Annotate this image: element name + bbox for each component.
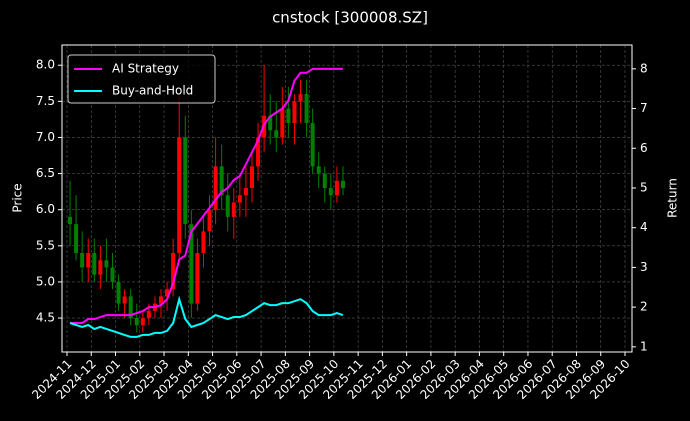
candle-body	[92, 253, 97, 275]
candle-body	[110, 267, 115, 282]
candle-body	[183, 137, 188, 225]
y2-tick-label: 6	[640, 141, 648, 155]
legend-label: Buy-and-Hold	[112, 84, 193, 98]
y-tick-label: 5.0	[36, 274, 55, 288]
candle-body	[268, 115, 273, 131]
candle-body	[237, 195, 242, 203]
candle-body	[86, 253, 91, 268]
candle-body	[140, 318, 145, 326]
y2-tick-label: 4	[640, 220, 648, 234]
candle-body	[98, 260, 103, 275]
y2-tick-label: 8	[640, 61, 648, 75]
y-tick-label: 4.5	[36, 311, 55, 325]
candle-body	[201, 231, 206, 254]
candle-body	[280, 108, 285, 138]
candle-body	[243, 188, 248, 196]
candle-body	[122, 296, 127, 304]
candle-body	[334, 180, 339, 196]
candle-body	[189, 224, 194, 304]
candle-body	[316, 166, 321, 174]
candle-body	[328, 188, 333, 196]
line-series	[70, 67, 343, 325]
legend-box	[67, 54, 216, 104]
y2-tick-label: 2	[640, 300, 648, 314]
y2-tick-label: 5	[640, 180, 648, 194]
y-tick-label: 7.0	[36, 130, 55, 144]
candle-body	[219, 166, 224, 196]
candle-body	[165, 289, 170, 297]
y-axis-label: Price	[11, 183, 25, 212]
candle-body	[68, 216, 73, 225]
candle-body	[134, 318, 139, 326]
candle-body	[213, 166, 218, 210]
chart-title: cnstock [300008.SZ]	[272, 9, 428, 27]
candle-body	[128, 296, 133, 319]
y-tick-label: 5.5	[36, 238, 55, 252]
candle-body	[80, 253, 85, 268]
y2-axis-label: Return	[666, 178, 680, 218]
candle-body	[274, 130, 279, 138]
candle-body	[104, 260, 109, 268]
candle-body	[171, 253, 176, 290]
candle-body	[195, 253, 200, 304]
candle-body	[116, 281, 121, 304]
candle-body	[177, 137, 182, 254]
candle-body	[310, 123, 315, 167]
plot-frame	[61, 44, 633, 353]
y2-tick-label: 3	[640, 260, 648, 274]
y-tick-label: 7.5	[36, 94, 55, 108]
candle-body	[298, 94, 303, 102]
y-tick-label: 8.0	[36, 58, 55, 72]
y2-tick-label: 1	[640, 339, 648, 353]
candle-body	[225, 195, 230, 217]
candle-body	[322, 173, 327, 189]
candle-body	[207, 209, 212, 232]
candle-body	[340, 180, 345, 189]
candle-body	[286, 108, 291, 124]
candle-body	[292, 101, 297, 124]
line-series	[69, 295, 344, 338]
y-tick-label: 6.5	[36, 166, 55, 180]
candle-body	[304, 94, 309, 124]
candle-body	[74, 224, 79, 254]
y-tick-label: 6.0	[36, 202, 55, 216]
candle-body	[146, 310, 151, 319]
legend-label: AI Strategy	[112, 62, 179, 76]
y2-tick-label: 7	[640, 101, 648, 115]
candle-body	[249, 166, 254, 189]
candle-body	[256, 137, 261, 167]
candle-body	[231, 202, 236, 217]
candle-body	[159, 296, 164, 304]
